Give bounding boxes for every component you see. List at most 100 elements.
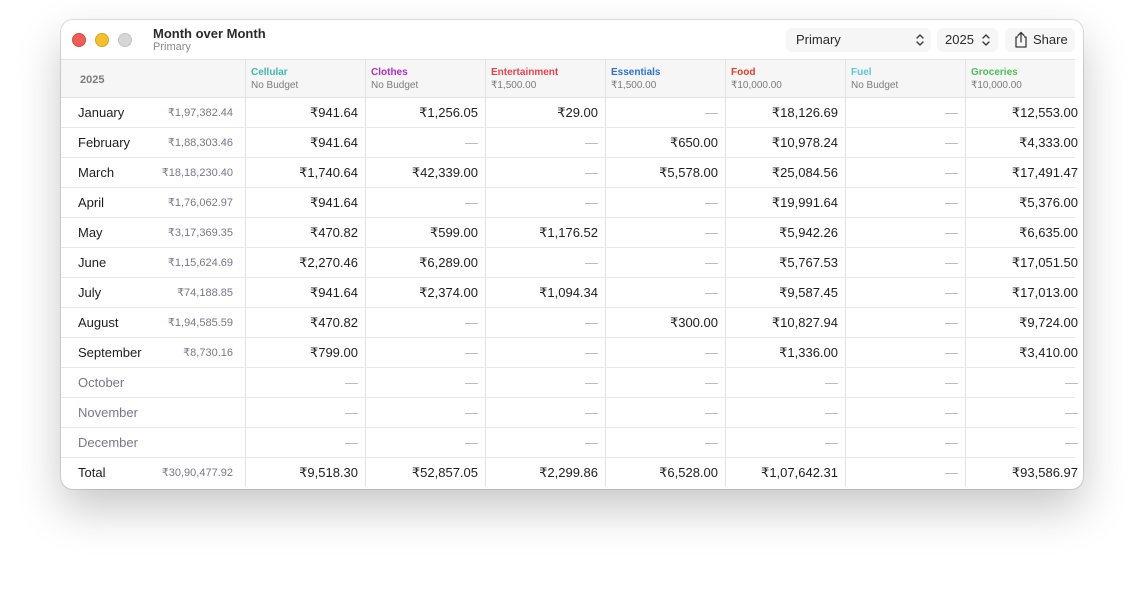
table-row[interactable]: March ₹18,18,230.40 ₹1,740.64 ₹42,339.00— ₹5…	[61, 158, 1078, 188]
table-row[interactable]: September ₹8,730.16 ₹799.00— — — ₹1,336.00— ₹3…	[61, 338, 1078, 368]
column-header-food[interactable]: Food ₹10,000.00	[725, 60, 845, 98]
table-cell[interactable]: ₹29.00	[485, 98, 605, 127]
table-cell[interactable]: ₹3,410.00	[965, 338, 1083, 367]
table-cell[interactable]: ₹941.64	[245, 188, 365, 217]
table-cell[interactable]: ₹6,528.00	[605, 458, 725, 487]
minimize-window-button[interactable]	[95, 33, 109, 47]
table-cell[interactable]: ₹93,586.97	[965, 458, 1083, 487]
table-cell[interactable]: ₹470.82	[245, 218, 365, 247]
column-header-essentials[interactable]: Essentials ₹1,500.00	[605, 60, 725, 98]
table-cell[interactable]: ₹1,336.00	[725, 338, 845, 367]
share-button[interactable]: Share	[1005, 28, 1075, 52]
table-cell[interactable]: —	[485, 428, 605, 457]
table-cell[interactable]: —	[605, 98, 725, 127]
table-cell[interactable]: —	[605, 338, 725, 367]
table-cell[interactable]: ₹9,724.00	[965, 308, 1083, 337]
table-cell[interactable]: ₹18,126.69	[725, 98, 845, 127]
table-cell[interactable]: —	[845, 128, 965, 157]
table-cell[interactable]: ₹470.82	[245, 308, 365, 337]
table-cell[interactable]: ₹2,299.86	[485, 458, 605, 487]
table-cell[interactable]: —	[845, 368, 965, 397]
table-cell[interactable]: —	[605, 428, 725, 457]
table-cell[interactable]: —	[485, 248, 605, 277]
table-cell[interactable]: —	[485, 338, 605, 367]
table-cell[interactable]: ₹1,176.52	[485, 218, 605, 247]
table-cell[interactable]: —	[245, 428, 365, 457]
table-cell[interactable]: ₹2,374.00	[365, 278, 485, 307]
table-row[interactable]: February ₹1,88,303.46 ₹941.64— — ₹650.00 ₹10,…	[61, 128, 1078, 158]
table-cell[interactable]: —	[725, 428, 845, 457]
table-total-row[interactable]: Total ₹30,90,477.92 ₹9,518.30 ₹52,857.05 ₹2,…	[61, 458, 1078, 488]
table-cell[interactable]: —	[965, 398, 1083, 427]
table-cell[interactable]: ₹17,013.00	[965, 278, 1083, 307]
column-header-clothes[interactable]: Clothes No Budget	[365, 60, 485, 98]
table-cell[interactable]: ₹799.00	[245, 338, 365, 367]
year-select[interactable]: 2025	[937, 28, 998, 52]
table-cell[interactable]: ₹650.00	[605, 128, 725, 157]
table-row[interactable]: August ₹1,94,585.59 ₹470.82— — ₹300.00 ₹10,82…	[61, 308, 1078, 338]
table-cell[interactable]: ₹5,578.00	[605, 158, 725, 187]
column-header-groceries[interactable]: Groceries ₹10,000.00	[965, 60, 1083, 98]
table-cell[interactable]: —	[605, 188, 725, 217]
table-cell[interactable]: ₹10,978.24	[725, 128, 845, 157]
table-cell[interactable]: ₹42,339.00	[365, 158, 485, 187]
column-header-entertainment[interactable]: Entertainment ₹1,500.00	[485, 60, 605, 98]
table-cell[interactable]: ₹9,518.30	[245, 458, 365, 487]
table-cell[interactable]: ₹6,635.00	[965, 218, 1083, 247]
table-cell[interactable]: —	[485, 368, 605, 397]
table-cell[interactable]: ₹10,827.94	[725, 308, 845, 337]
table-cell[interactable]: ₹25,084.56	[725, 158, 845, 187]
table-cell[interactable]: ₹1,07,642.31	[725, 458, 845, 487]
table-cell[interactable]: —	[365, 428, 485, 457]
table-cell[interactable]: ₹5,376.00	[965, 188, 1083, 217]
table-cell[interactable]: —	[845, 278, 965, 307]
table-cell[interactable]: —	[485, 188, 605, 217]
table-cell[interactable]: —	[845, 398, 965, 427]
table-row[interactable]: April ₹1,76,062.97 ₹941.64— — — ₹19,991.64— ₹5…	[61, 188, 1078, 218]
table-cell[interactable]: —	[365, 188, 485, 217]
table-cell[interactable]: ₹19,991.64	[725, 188, 845, 217]
table-cell[interactable]: —	[845, 98, 965, 127]
table-cell[interactable]: —	[605, 218, 725, 247]
table-cell[interactable]: —	[725, 398, 845, 427]
table-row[interactable]: January ₹1,97,382.44 ₹941.64 ₹1,256.05 ₹29.0…	[61, 98, 1078, 128]
table-cell[interactable]: —	[365, 368, 485, 397]
table-cell[interactable]: —	[845, 338, 965, 367]
table-cell[interactable]: —	[845, 158, 965, 187]
table-cell[interactable]: ₹9,587.45	[725, 278, 845, 307]
table-row[interactable]: May ₹3,17,369.35 ₹470.82 ₹599.00 ₹1,176.52— ₹…	[61, 218, 1078, 248]
table-row[interactable]: December — — — — — — —	[61, 428, 1078, 458]
account-select[interactable]: Primary	[786, 28, 931, 52]
table-cell[interactable]: ₹1,256.05	[365, 98, 485, 127]
table-cell[interactable]: —	[605, 398, 725, 427]
table-cell[interactable]: ₹599.00	[365, 218, 485, 247]
table-cell[interactable]: ₹4,333.00	[965, 128, 1083, 157]
table-cell[interactable]: ₹941.64	[245, 98, 365, 127]
table-cell[interactable]: —	[845, 458, 965, 487]
table-cell[interactable]: ₹17,491.47	[965, 158, 1083, 187]
table-cell[interactable]: ₹2,270.46	[245, 248, 365, 277]
table-cell[interactable]: —	[485, 158, 605, 187]
table-cell[interactable]: ₹5,767.53	[725, 248, 845, 277]
table-cell[interactable]: ₹941.64	[245, 278, 365, 307]
table-row[interactable]: November — — — — — — —	[61, 398, 1078, 428]
table-cell[interactable]: —	[365, 128, 485, 157]
table-cell[interactable]: ₹300.00	[605, 308, 725, 337]
table-cell[interactable]: —	[485, 398, 605, 427]
table-cell[interactable]: —	[245, 368, 365, 397]
table-cell[interactable]: —	[845, 188, 965, 217]
table-row[interactable]: October — — — — — — —	[61, 368, 1078, 398]
table-cell[interactable]: —	[605, 278, 725, 307]
table-row[interactable]: July ₹74,188.85 ₹941.64 ₹2,374.00 ₹1,094.34—…	[61, 278, 1078, 308]
close-window-button[interactable]	[72, 33, 86, 47]
table-cell[interactable]: —	[605, 368, 725, 397]
table-cell[interactable]: —	[725, 368, 845, 397]
table-cell[interactable]: ₹12,553.00	[965, 98, 1083, 127]
table-cell[interactable]: —	[365, 308, 485, 337]
table-cell[interactable]: ₹6,289.00	[365, 248, 485, 277]
table-cell[interactable]: —	[965, 428, 1083, 457]
table-cell[interactable]: —	[365, 398, 485, 427]
table-cell[interactable]: ₹1,094.34	[485, 278, 605, 307]
table-cell[interactable]: ₹941.64	[245, 128, 365, 157]
table-cell[interactable]: ₹1,740.64	[245, 158, 365, 187]
